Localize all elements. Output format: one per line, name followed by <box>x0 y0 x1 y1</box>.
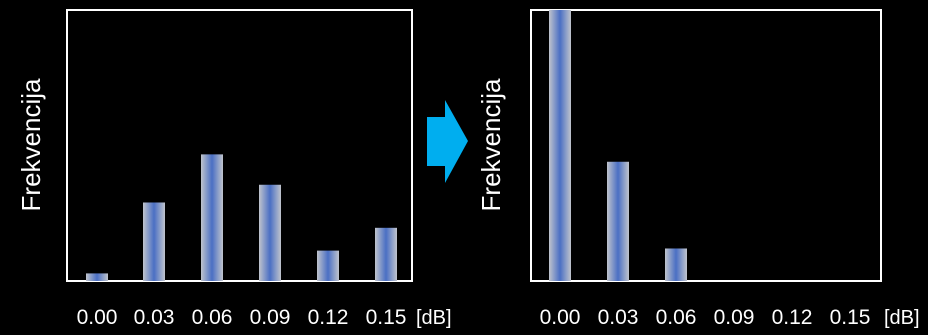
left-tick-label-1: 0.03 <box>134 306 175 329</box>
left-bar-1 <box>143 202 165 281</box>
right-bar-0 <box>549 10 571 281</box>
right-bar-1 <box>607 161 629 281</box>
right-tick-label-0: 0.00 <box>540 306 581 329</box>
right-unit-label: [dB] <box>884 307 920 329</box>
left-tick-label-5: 0.15 <box>366 306 407 329</box>
left-bar-5 <box>375 227 397 281</box>
right-arrow-icon <box>427 100 468 183</box>
left-tick-label-3: 0.09 <box>250 306 291 329</box>
left-bars <box>86 154 397 281</box>
right-tick-label-5: 0.15 <box>830 306 871 329</box>
left-bar-4 <box>317 250 339 281</box>
left-y-axis-label: Frekvencija <box>16 78 46 211</box>
right-bars <box>549 10 687 281</box>
left-tick-label-2: 0.06 <box>192 306 233 329</box>
right-tick-label-2: 0.06 <box>656 306 697 329</box>
right-tick-label-3: 0.09 <box>714 306 755 329</box>
left-chart: Frekvencija 0.00 0.03 0.06 0.09 0.12 0.15 [dB… <box>16 9 452 329</box>
left-bar-0 <box>86 273 108 281</box>
right-bar-2 <box>665 248 687 281</box>
right-plot-frame <box>530 9 882 282</box>
right-chart: Frekvencija 0.00 0.03 0.06 0.09 0.12 0.15 [dB… <box>476 9 920 329</box>
left-bar-3 <box>259 184 281 281</box>
left-bar-2 <box>201 154 223 281</box>
left-tick-label-4: 0.12 <box>308 306 349 329</box>
left-tick-labels: 0.00 0.03 0.06 0.09 0.12 0.15 <box>77 306 407 329</box>
left-tick-label-0: 0.00 <box>77 306 118 329</box>
left-plot-frame <box>66 9 413 282</box>
right-tick-label-4: 0.12 <box>772 306 813 329</box>
right-tick-label-1: 0.03 <box>598 306 639 329</box>
right-y-axis-label: Frekvencija <box>476 78 506 211</box>
left-unit-label: [dB] <box>416 307 452 329</box>
right-tick-labels: 0.00 0.03 0.06 0.09 0.12 0.15 <box>540 306 871 329</box>
